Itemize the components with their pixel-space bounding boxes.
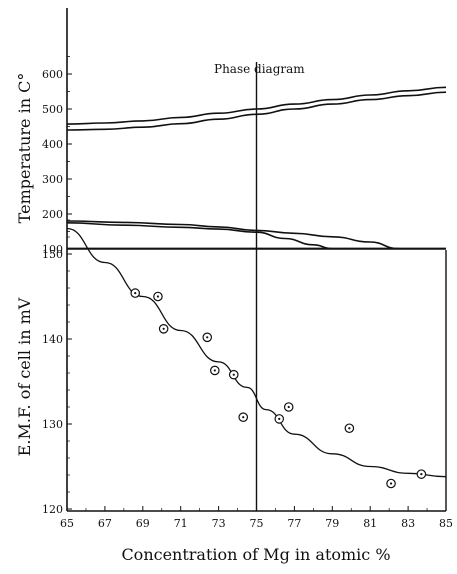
top-y-tick-label: 100 (42, 243, 63, 256)
top-y-tick-label: 400 (42, 138, 63, 151)
x-tick-label: 67 (98, 517, 112, 530)
x-tick-label: 77 (287, 517, 301, 530)
bottom-y-tick-label: 130 (42, 418, 63, 431)
data-point (238, 412, 249, 422)
data-point (283, 402, 294, 412)
x-axis-title: Concentration of Mg in atomic % (121, 545, 390, 564)
x-tick-label: 73 (212, 517, 226, 530)
x-tick-label: 69 (136, 517, 150, 530)
x-tick-label: 81 (363, 517, 377, 530)
data-point (228, 369, 239, 380)
bottom-y-axis-title: E.M.F. of cell in mV (15, 297, 34, 456)
data-point (210, 365, 220, 376)
phase-diagram-panel: 100 200 300 400 500 600 (42, 8, 447, 511)
data-point (202, 332, 213, 343)
phase-boundary-line-1 (66, 86, 447, 125)
top-y-tick-label: 300 (42, 173, 63, 186)
phase-boundary-line-2 (66, 91, 447, 131)
phase-boundary-line-5 (66, 220, 399, 250)
data-point (386, 478, 396, 489)
x-tick-label: 85 (439, 517, 453, 530)
bottom-y-tick-label: 150 (42, 248, 63, 261)
bottom-y-tick-label: 120 (42, 503, 63, 516)
phase-diagram-annotation: Phase diagram (214, 62, 305, 76)
x-tick-label: 83 (401, 517, 415, 530)
data-point (416, 469, 427, 479)
x-tick-label: 65 (60, 517, 74, 530)
emf-panel: 120 130 140 150 65 67 69 71 73 75 77 79 81 83 85 (42, 219, 453, 530)
top-y-axis-title: Temperature in C° (15, 73, 34, 224)
data-point (130, 288, 141, 298)
bottom-y-tick-label: 140 (42, 333, 63, 346)
x-tick-label: 79 (325, 517, 339, 530)
x-tick-label: 71 (174, 517, 188, 530)
x-tick-label: 75 (250, 517, 264, 530)
data-point (274, 414, 285, 424)
phase-boundary-line-4 (66, 222, 333, 250)
data-point (153, 291, 163, 302)
top-y-tick-label: 600 (42, 68, 63, 81)
top-y-tick-label: 200 (42, 208, 63, 221)
data-point (344, 423, 355, 434)
data-point (158, 323, 169, 334)
top-y-tick-label: 500 (42, 103, 63, 116)
